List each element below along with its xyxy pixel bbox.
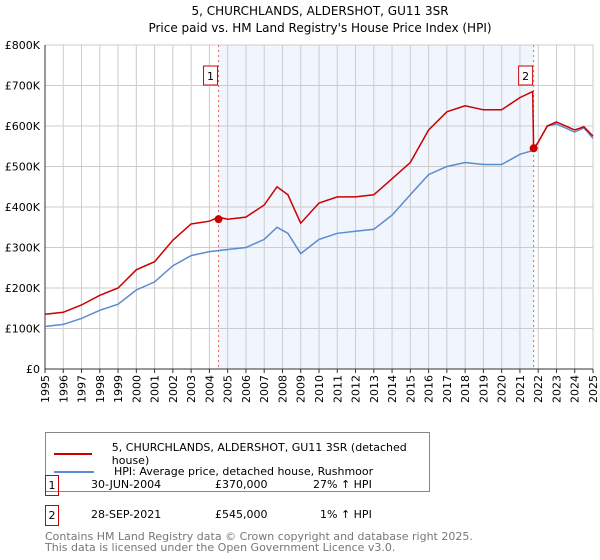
x-tick-label: 2023: [550, 375, 563, 403]
y-tick-label: £0: [26, 363, 40, 376]
y-tick-label: £600K: [5, 120, 41, 133]
x-tick-label: 2020: [496, 375, 509, 403]
transaction-row: 1 30-JUN-2004 £370,000 27% ↑ HPI: [45, 475, 465, 497]
price: £370,000: [215, 478, 268, 491]
date: 28-SEP-2021: [91, 508, 162, 521]
marker-label: 2: [522, 70, 529, 83]
x-tick-label: 2022: [532, 375, 545, 403]
y-tick-label: £300K: [5, 242, 41, 255]
chart-subtitle: Price paid vs. HM Land Registry's House …: [148, 21, 491, 35]
hpi-diff: 27% ↑ HPI: [313, 478, 372, 491]
legend-item-hpi: HPI: Average price, detached house, Rush…: [54, 465, 373, 478]
x-tick-label: 1998: [94, 375, 107, 403]
x-tick-label: 2010: [313, 375, 326, 403]
x-tick-label: 2018: [459, 375, 472, 403]
sale-point: [214, 215, 223, 224]
x-tick-label: 1996: [57, 375, 70, 403]
x-tick-label: 2011: [331, 375, 344, 403]
x-tick-label: 2014: [386, 375, 399, 403]
x-tick-label: 2004: [203, 375, 216, 403]
x-tick-label: 1999: [112, 375, 125, 403]
price: £545,000: [215, 508, 268, 521]
x-tick-label: 2002: [167, 375, 180, 403]
x-tick-label: 2015: [404, 375, 417, 403]
hpi-diff: 1% ↑ HPI: [320, 508, 372, 521]
x-tick-label: 1995: [39, 375, 52, 403]
x-tick-label: 2016: [423, 375, 436, 403]
y-tick-label: £800K: [5, 39, 41, 52]
y-tick-label: £500K: [5, 161, 41, 174]
sale-point: [529, 144, 538, 153]
y-tick-label: £700K: [5, 80, 41, 93]
date: 30-JUN-2004: [91, 478, 162, 491]
marker-badge: 2: [45, 505, 59, 526]
chart-title: 5, CHURCHLANDS, ALDERSHOT, GU11 3SR: [191, 4, 448, 18]
footer-line: Contains HM Land Registry data © Crown c…: [45, 530, 473, 543]
x-tick-label: 2000: [130, 375, 143, 403]
x-tick-label: 2007: [258, 375, 271, 403]
x-tick-label: 2024: [569, 375, 582, 403]
x-tick-label: 2001: [149, 375, 162, 403]
marker-label: 1: [207, 70, 214, 83]
x-tick-label: 2008: [276, 375, 289, 403]
x-tick-label: 2017: [441, 375, 454, 403]
legend: 5, CHURCHLANDS, ALDERSHOT, GU11 3SR (det…: [45, 432, 430, 492]
x-tick-label: 2013: [368, 375, 381, 403]
x-tick-label: 2012: [350, 375, 363, 403]
x-tick-label: 2009: [295, 375, 308, 403]
marker-label-box: [203, 65, 219, 86]
y-tick-label: £400K: [5, 201, 41, 214]
y-tick-label: £100K: [5, 323, 41, 336]
x-tick-label: 2006: [240, 375, 253, 403]
marker-label-box: [518, 65, 534, 86]
x-tick-label: 2005: [222, 375, 235, 403]
legend-label: HPI: Average price, detached house, Rush…: [114, 465, 374, 478]
x-tick-label: 2025: [587, 375, 600, 403]
x-tick-label: 1997: [76, 375, 89, 403]
x-tick-label: 2019: [477, 375, 490, 403]
legend-label: 5, CHURCHLANDS, ALDERSHOT, GU11 3SR (det…: [111, 441, 407, 467]
transaction-row: 2 28-SEP-2021 £545,000 1% ↑ HPI: [45, 505, 465, 527]
x-tick-label: 2021: [514, 375, 527, 403]
legend-item-property: 5, CHURCHLANDS, ALDERSHOT, GU11 3SR (det…: [54, 441, 429, 467]
price-chart: 5, CHURCHLANDS, ALDERSHOT, GU11 3SR Pric…: [5, 4, 600, 403]
y-tick-label: £200K: [5, 282, 41, 295]
footer: Contains HM Land Registry data © Crown c…: [45, 531, 473, 553]
x-tick-label: 2003: [185, 375, 198, 403]
marker-badge: 1: [45, 475, 59, 496]
footer-line: This data is licensed under the Open Gov…: [45, 541, 396, 554]
